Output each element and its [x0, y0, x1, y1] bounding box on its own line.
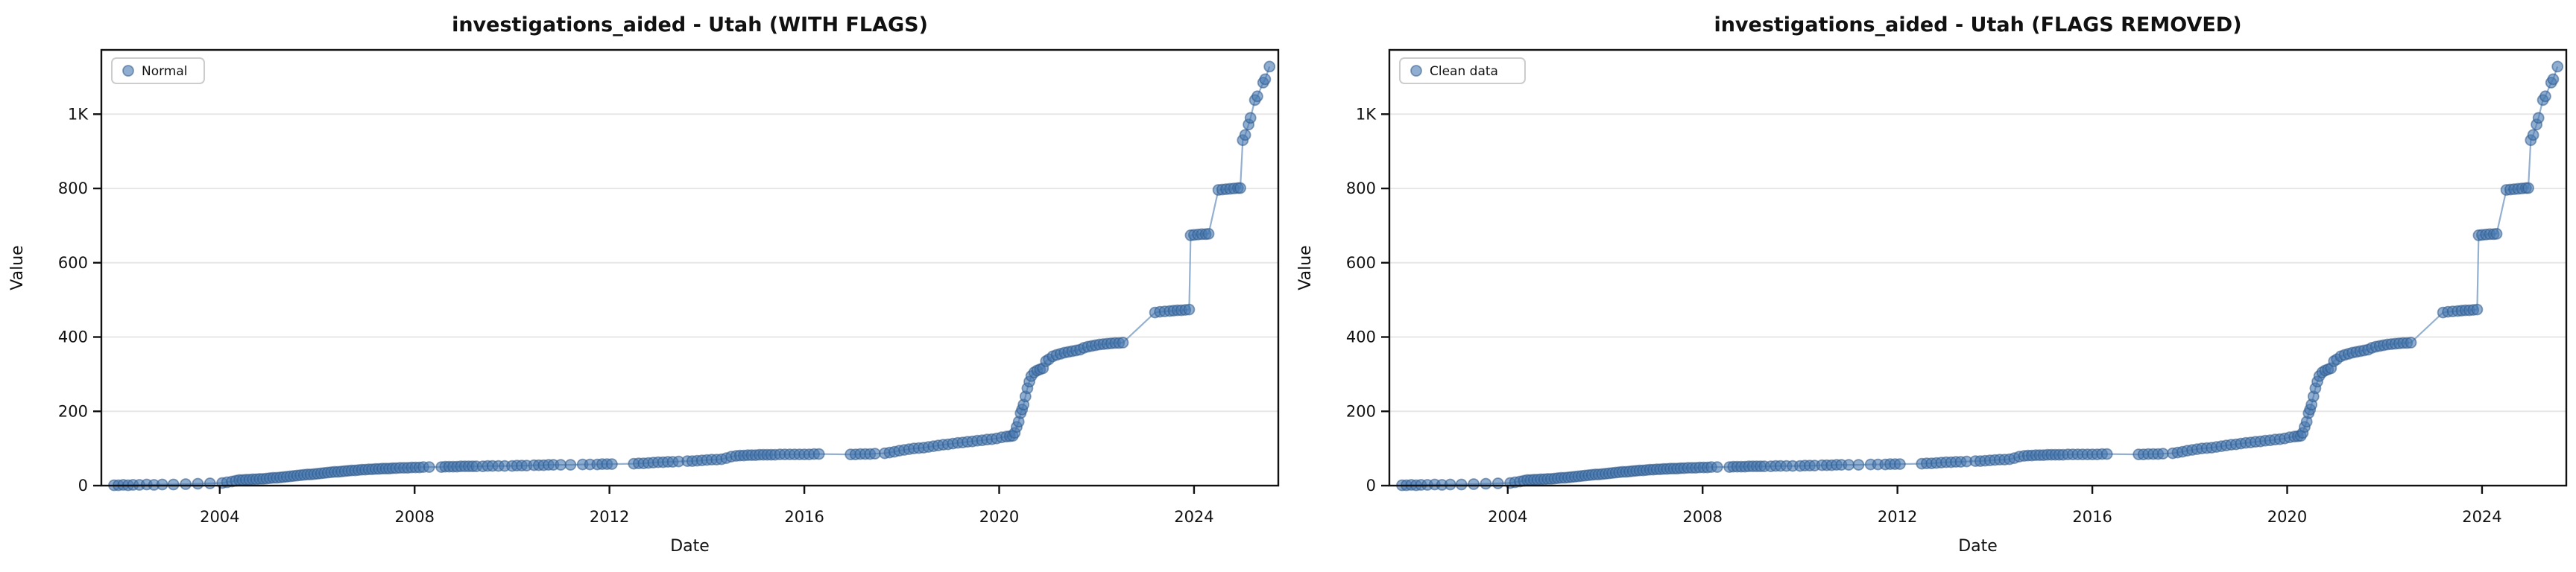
y-tick-label: 0 — [78, 477, 88, 495]
data-point — [1239, 129, 1251, 142]
data-point — [869, 448, 881, 460]
y-tick-label: 600 — [1346, 254, 1376, 272]
data-point — [1480, 477, 1492, 490]
legend-marker-icon — [122, 65, 134, 77]
y-tick-label: 400 — [1346, 328, 1376, 346]
data-point — [1491, 477, 1504, 489]
x-tick-label: 2008 — [1683, 508, 1723, 526]
legend-marker-icon — [1410, 65, 1422, 77]
axes-spines — [1388, 48, 2568, 487]
x-axis-label: Date — [670, 537, 710, 556]
data-point — [812, 448, 825, 460]
legend-box — [1399, 57, 1526, 84]
x-tick-label: 2008 — [395, 508, 435, 526]
axes-spines — [100, 48, 1280, 487]
data-point — [2522, 182, 2534, 194]
data-point — [1852, 459, 1865, 471]
chart-flags-removed: 2004 2008 2012 2016 2020 2024 0 200 400 600 800 1K D… — [1296, 13, 2568, 556]
series-line — [1402, 66, 2559, 486]
chart-title: investigations_aided - Utah (FLAGS REMOV… — [1714, 13, 2241, 36]
y-axis-label: Value — [8, 245, 27, 290]
data-point — [1117, 337, 1129, 349]
data-point — [2405, 337, 2417, 349]
chart-with-flags: 2004 2008 2012 2016 2020 2024 0 200 400 600 800 1K D… — [8, 13, 1280, 556]
data-point — [2490, 227, 2503, 240]
data-point — [203, 477, 216, 489]
data-point — [1263, 60, 1276, 73]
data-point — [2157, 448, 2169, 460]
data-point — [1183, 303, 1196, 316]
x-tick-label: 2016 — [2072, 508, 2112, 526]
data-point — [180, 478, 192, 490]
y-tick-label: 600 — [58, 254, 88, 272]
y-tick-label: 1K — [68, 105, 89, 123]
data-point — [423, 461, 435, 473]
data-point — [555, 459, 567, 471]
data-point — [1711, 461, 1723, 473]
x-tick-label: 2012 — [590, 508, 629, 526]
data-point — [1468, 478, 1480, 490]
data-point — [2471, 303, 2484, 316]
y-tick-label: 1K — [1356, 105, 1377, 123]
series-points — [1396, 60, 2564, 492]
data-point — [1251, 90, 1263, 103]
data-point — [1259, 73, 1272, 86]
series-line — [114, 66, 1271, 486]
data-point — [2100, 448, 2113, 460]
x-tick-label: 2004 — [200, 508, 239, 526]
data-point — [167, 478, 180, 491]
data-point — [2539, 90, 2551, 103]
legend-label: Clean data — [1430, 64, 1498, 79]
data-point — [2547, 73, 2560, 86]
chart-title: investigations_aided - Utah (WITH FLAGS) — [452, 13, 928, 36]
x-axis-label: Date — [1958, 537, 1998, 556]
x-tick-label: 2004 — [1488, 508, 1527, 526]
x-tick-label: 2016 — [784, 508, 824, 526]
legend-box — [111, 57, 205, 84]
y-tick-label: 0 — [1366, 477, 1376, 495]
y-axis-label: Value — [1296, 245, 1315, 290]
y-tick-label: 800 — [58, 179, 88, 197]
data-point — [1202, 227, 1215, 240]
data-point — [1234, 182, 1246, 194]
x-tick-label: 2024 — [1174, 508, 1213, 526]
x-tick-label: 2020 — [2267, 508, 2307, 526]
data-point — [606, 458, 618, 470]
y-tick-label: 200 — [1346, 402, 1376, 420]
y-tick-label: 800 — [1346, 179, 1376, 197]
legend-label: Normal — [142, 64, 188, 79]
data-point — [192, 477, 204, 490]
data-point — [1894, 458, 1906, 470]
data-point — [1444, 478, 1456, 491]
data-point — [2527, 129, 2539, 142]
data-point — [564, 459, 577, 471]
y-tick-label: 200 — [58, 402, 88, 420]
data-point — [1244, 112, 1257, 124]
data-point — [2551, 60, 2564, 73]
x-tick-label: 2012 — [1878, 508, 1917, 526]
x-tick-label: 2020 — [979, 508, 1019, 526]
data-point — [1843, 459, 1855, 471]
data-point — [1455, 478, 1468, 491]
data-point — [156, 478, 168, 491]
x-tick-label: 2024 — [2462, 508, 2501, 526]
y-tick-label: 400 — [58, 328, 88, 346]
series-points — [108, 60, 1276, 492]
data-point — [2532, 112, 2545, 124]
